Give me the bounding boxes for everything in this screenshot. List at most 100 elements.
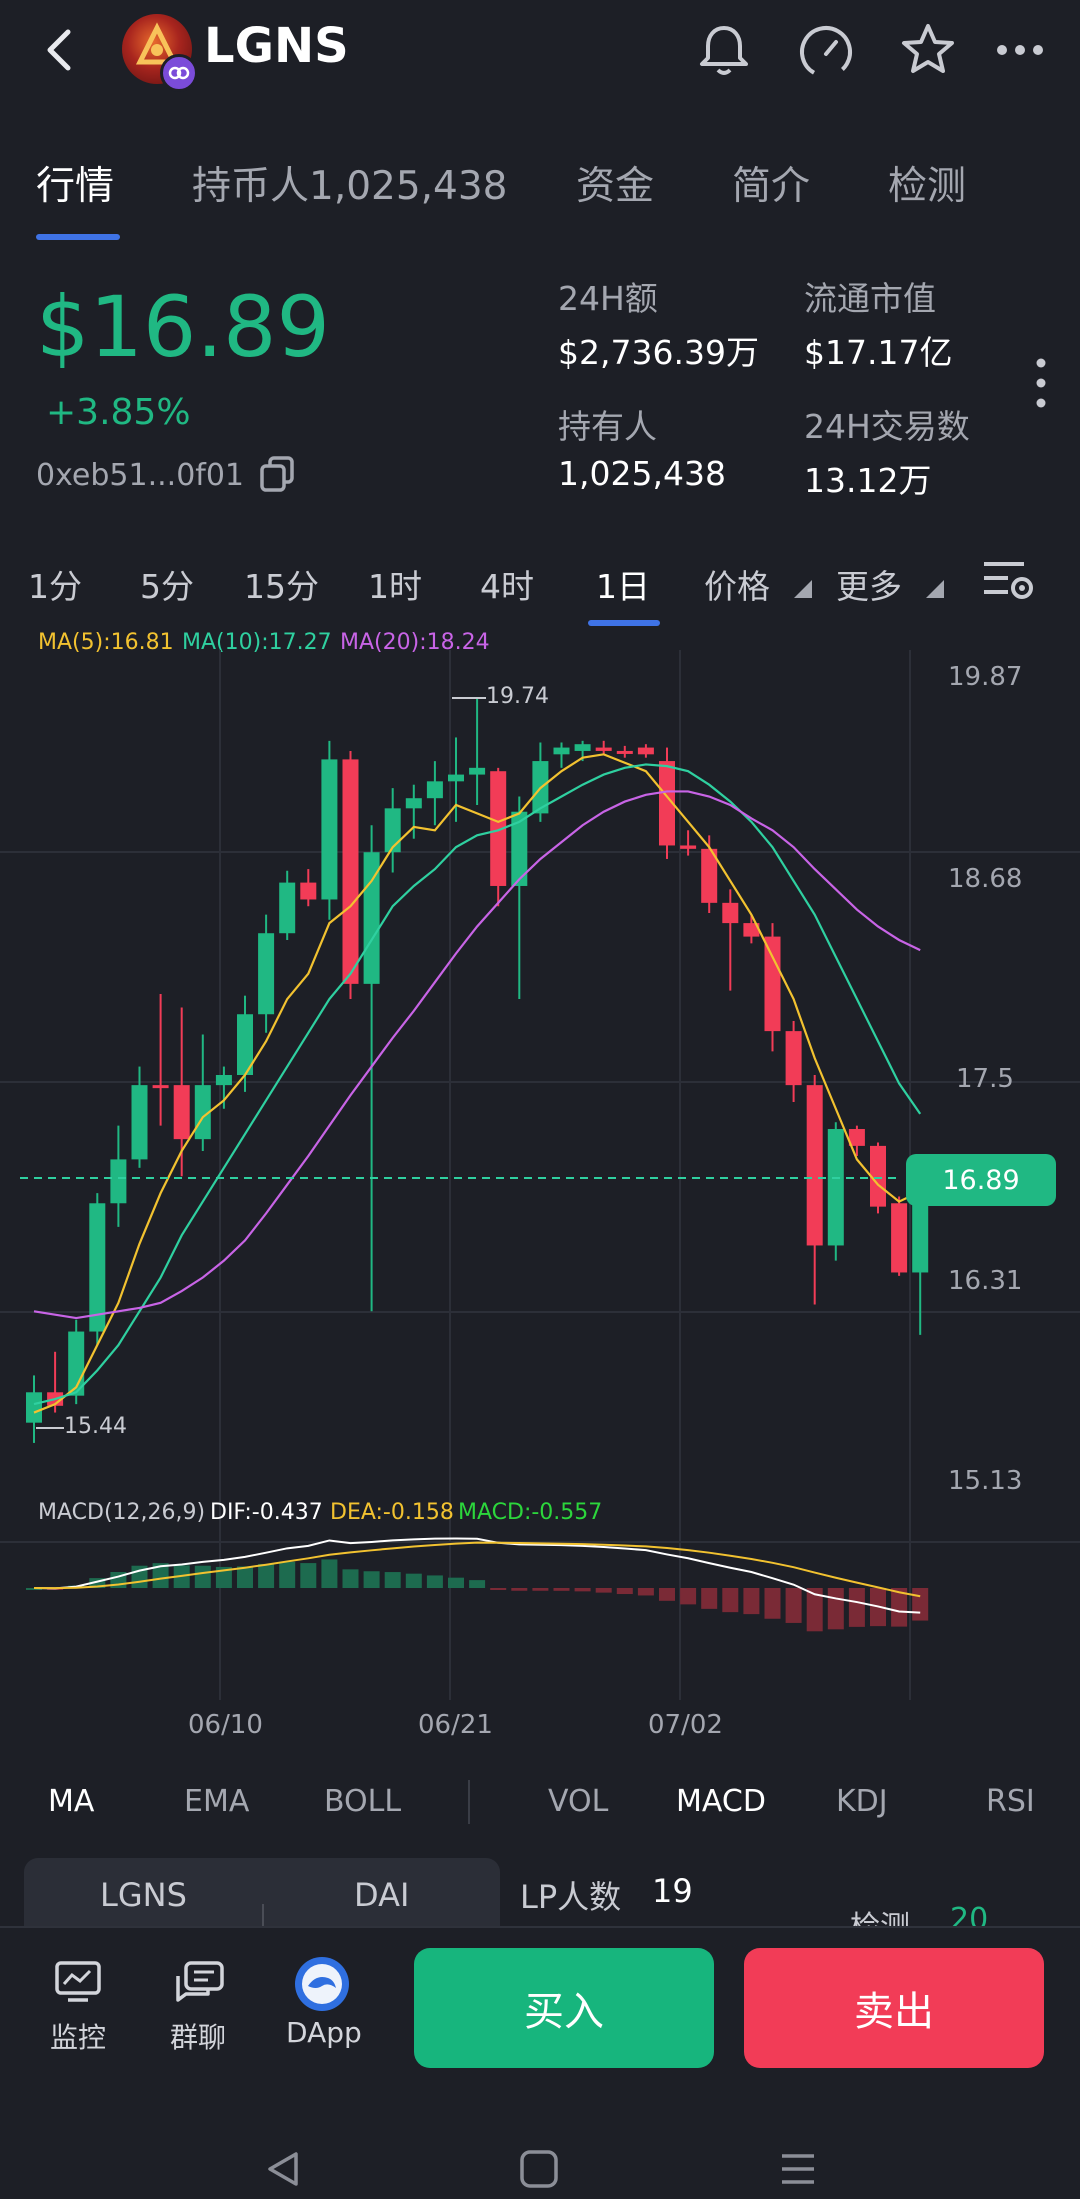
candle-body	[511, 811, 528, 886]
tab-intro[interactable]: 简介	[732, 164, 811, 209]
macd-bar	[342, 1569, 359, 1588]
indicator-ma[interactable]: MA	[48, 1784, 95, 1819]
macd-bar	[89, 1578, 106, 1588]
ma10-legend: MA(10):17.27	[182, 630, 332, 655]
tf-4h[interactable]: 4时	[480, 567, 534, 606]
macd-bar	[469, 1580, 486, 1588]
price-axis-4: 15.13	[948, 1466, 1023, 1496]
candle-body	[595, 747, 612, 751]
macd-bar	[595, 1588, 612, 1593]
tf-price[interactable]: 价格	[704, 567, 770, 606]
candle-body	[827, 1129, 844, 1246]
price-axis-0: 19.87	[948, 662, 1023, 692]
dapp-icon[interactable]	[294, 1956, 350, 2012]
macd-bar	[722, 1588, 739, 1613]
ma20-line	[33, 790, 921, 1320]
candle-body	[342, 759, 359, 984]
candle-body	[806, 1085, 823, 1246]
more-icon[interactable]	[990, 18, 1054, 82]
macd-bar	[659, 1588, 675, 1601]
lp-tab-divider	[262, 1904, 264, 1930]
macd-bar	[426, 1575, 443, 1588]
macd-value: MACD:-0.557	[458, 1500, 603, 1525]
price-dropdown-icon[interactable]	[792, 578, 812, 598]
group-chat-icon[interactable]	[174, 1960, 226, 2006]
tf-1m[interactable]: 1分	[28, 567, 82, 606]
ma5-line	[33, 753, 921, 1414]
indicator-boll[interactable]: BOLL	[324, 1784, 402, 1819]
monitor-icon[interactable]	[54, 1960, 102, 2004]
nav-monitor-label[interactable]: 监控	[50, 2021, 107, 2054]
candle-body	[490, 771, 507, 886]
system-nav-bar	[268, 2150, 814, 2188]
macd-bar	[300, 1563, 317, 1588]
sell-button[interactable]: 卖出	[744, 1948, 1044, 2068]
indicator-ema[interactable]: EMA	[184, 1784, 250, 1819]
macd-bar	[891, 1588, 908, 1627]
macd-bar	[616, 1588, 633, 1595]
candlestick-chart[interactable]	[0, 650, 1080, 1700]
date-label-0: 06/10	[188, 1710, 263, 1740]
indicator-kdj[interactable]: KDJ	[836, 1784, 888, 1819]
lp-count-value: 19	[652, 1872, 693, 1910]
macd-bar	[448, 1577, 464, 1588]
tx-value: 13.12万	[804, 461, 932, 500]
more-dropdown-icon[interactable]	[924, 578, 944, 598]
macd-dif-line	[33, 1537, 921, 1614]
copy-icon[interactable]	[258, 454, 298, 494]
chain-badge-icon	[160, 54, 198, 92]
macd-bar	[194, 1565, 211, 1588]
candle-body	[300, 882, 317, 900]
price-axis-2: 17.5	[956, 1064, 1014, 1094]
tab-funds[interactable]: 资金	[576, 164, 655, 209]
indicator-vol[interactable]: VOL	[548, 1784, 609, 1819]
lp-tab-lgns[interactable]: LGNS	[100, 1876, 187, 1914]
tab-holders[interactable]: 持币人1,025,438	[192, 164, 508, 209]
candle-body	[448, 774, 464, 782]
price-change: +3.85%	[46, 392, 191, 433]
current-price-tag: 16.89	[906, 1154, 1056, 1206]
vol-label: 24H额	[558, 279, 658, 318]
tf-1h[interactable]: 1时	[368, 567, 422, 606]
tf-more[interactable]: 更多	[836, 567, 902, 606]
current-price: $16.89	[36, 278, 330, 376]
candle-body	[848, 1129, 865, 1146]
tf-1d[interactable]: 1日	[596, 567, 650, 606]
buy-button[interactable]: 买入	[414, 1948, 714, 2068]
tab-check[interactable]: 检测	[888, 164, 967, 209]
tf-15m[interactable]: 15分	[244, 567, 319, 606]
candle-body	[110, 1159, 127, 1204]
price-axis-3: 16.31	[948, 1266, 1023, 1296]
candle-body	[258, 933, 275, 1015]
ma5-legend: MA(5):16.81	[38, 630, 174, 655]
macd-bar	[215, 1566, 232, 1588]
lp-tab-dai[interactable]: DAI	[354, 1876, 410, 1914]
indicator-macd[interactable]: MACD	[676, 1784, 766, 1819]
tf-5m[interactable]: 5分	[140, 567, 194, 606]
chart-settings-icon[interactable]	[980, 556, 1036, 606]
candle-body	[215, 1075, 232, 1086]
lp-count-label: LP人数	[520, 1878, 622, 1916]
indicator-rsi[interactable]: RSI	[986, 1784, 1035, 1819]
macd-bar	[827, 1588, 844, 1630]
tab-market[interactable]: 行情	[36, 164, 115, 209]
candle-body	[553, 747, 570, 755]
low-marker	[36, 1427, 64, 1429]
gauge-icon[interactable]	[794, 18, 858, 82]
candle-body	[469, 767, 486, 775]
star-icon[interactable]	[896, 18, 960, 82]
holders-value: 1,025,438	[558, 454, 726, 493]
nav-dapp-label[interactable]: DApp	[286, 2016, 362, 2049]
macd-bar	[574, 1588, 591, 1592]
macd-bar	[237, 1566, 253, 1588]
vertical-more-icon[interactable]	[1036, 358, 1046, 408]
nav-group-label[interactable]: 群聊	[170, 2021, 227, 2054]
candle-body	[384, 808, 401, 853]
candle-body	[637, 747, 654, 755]
bell-icon[interactable]	[692, 18, 756, 82]
candle-body	[321, 759, 338, 900]
macd-bar	[743, 1588, 760, 1615]
macd-bar	[511, 1588, 528, 1591]
macd-bar	[279, 1561, 296, 1588]
back-icon[interactable]	[40, 24, 80, 76]
